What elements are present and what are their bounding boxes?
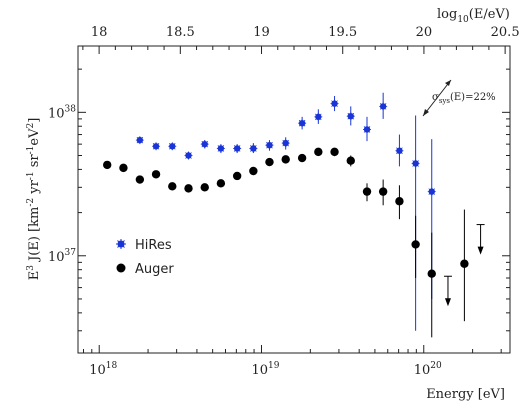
legend-label-auger: Auger — [135, 262, 174, 277]
data-point-asterisk — [265, 141, 274, 150]
data-point-asterisk — [395, 146, 404, 155]
data-point-asterisk — [135, 136, 144, 145]
data-point-asterisk — [427, 187, 436, 196]
data-point-asterisk — [330, 99, 339, 108]
series-auger — [103, 147, 485, 338]
data-point — [103, 160, 112, 170]
data-point-asterisk — [411, 159, 420, 168]
y-tick-label: 1037 — [48, 248, 76, 265]
data-point-asterisk — [168, 142, 177, 151]
y-tick-label: 1038 — [48, 104, 76, 121]
data-point — [184, 184, 193, 193]
data-point-asterisk — [281, 139, 290, 148]
data-point — [427, 269, 436, 278]
data-point — [346, 156, 355, 165]
top-tick-label: 20.5 — [491, 25, 520, 40]
legend-item-auger: Auger — [116, 262, 174, 277]
data-point — [232, 171, 242, 181]
data-point — [200, 183, 209, 192]
top-tick-label: 19 — [253, 25, 270, 40]
legend-label-hires: HiRes — [135, 238, 172, 253]
data-point — [395, 197, 404, 206]
data-point — [297, 153, 307, 163]
tick-labels: 1018 1019 1020 1037 1038 18 18.5 19 19.5 20 20.5 — [48, 25, 520, 378]
upper-limit-arrow — [477, 246, 484, 255]
data-point — [119, 163, 128, 173]
x-tick-label: 1020 — [414, 361, 442, 378]
data-point-asterisk — [363, 125, 372, 134]
top-axis-title: log10(E/eV) — [437, 7, 510, 25]
data-point — [281, 155, 290, 164]
data-point — [460, 259, 469, 268]
data-point — [216, 179, 226, 188]
legend: HiRes Auger — [116, 238, 174, 277]
axis-ticks — [78, 46, 510, 353]
data-point — [135, 175, 145, 184]
plot-frame — [77, 45, 511, 354]
x-tick-label: 1018 — [89, 361, 117, 378]
arrowhead-bottom — [423, 109, 429, 116]
data-point — [362, 187, 372, 196]
data-point-asterisk — [152, 142, 161, 151]
data-point — [378, 187, 388, 196]
data-point-asterisk — [216, 144, 225, 153]
data-point — [411, 240, 420, 249]
data-point — [168, 182, 177, 191]
data-point-asterisk — [233, 144, 242, 153]
legend-item-hires: HiRes — [116, 238, 172, 253]
x-axis-title: Energy [eV] — [426, 387, 505, 402]
systematic-label: σsys(E)=22% — [432, 92, 496, 105]
y-axis-title: E3 J(E) [km-2 yr-1 sr-1eV2] — [26, 118, 42, 281]
arrowhead-top — [445, 80, 451, 86]
data-point-asterisk — [298, 119, 307, 128]
data-point-asterisk — [184, 151, 193, 160]
top-tick-label: 18.5 — [166, 25, 195, 40]
top-tick-label: 20 — [416, 25, 433, 40]
data-series — [103, 92, 485, 338]
data-point — [330, 147, 339, 157]
legend-marker-auger — [116, 263, 126, 273]
series-hires — [135, 92, 436, 331]
systematic-annotation: σsys(E)=22% — [422, 79, 496, 117]
legend-asterisk-hires — [116, 239, 126, 249]
data-point-asterisk — [249, 144, 258, 153]
data-point-asterisk — [379, 102, 388, 111]
data-point-asterisk — [200, 140, 209, 149]
data-point-asterisk — [346, 112, 355, 121]
data-point-asterisk — [314, 112, 323, 121]
data-point — [314, 147, 323, 157]
data-point — [151, 170, 161, 179]
systematic-arrow — [422, 79, 452, 117]
data-point — [265, 157, 274, 167]
top-tick-label: 19.5 — [328, 25, 357, 40]
data-point — [249, 166, 258, 176]
upper-limit-arrow — [444, 298, 451, 307]
top-tick-label: 18 — [91, 25, 108, 40]
x-tick-label: 1019 — [251, 361, 279, 378]
